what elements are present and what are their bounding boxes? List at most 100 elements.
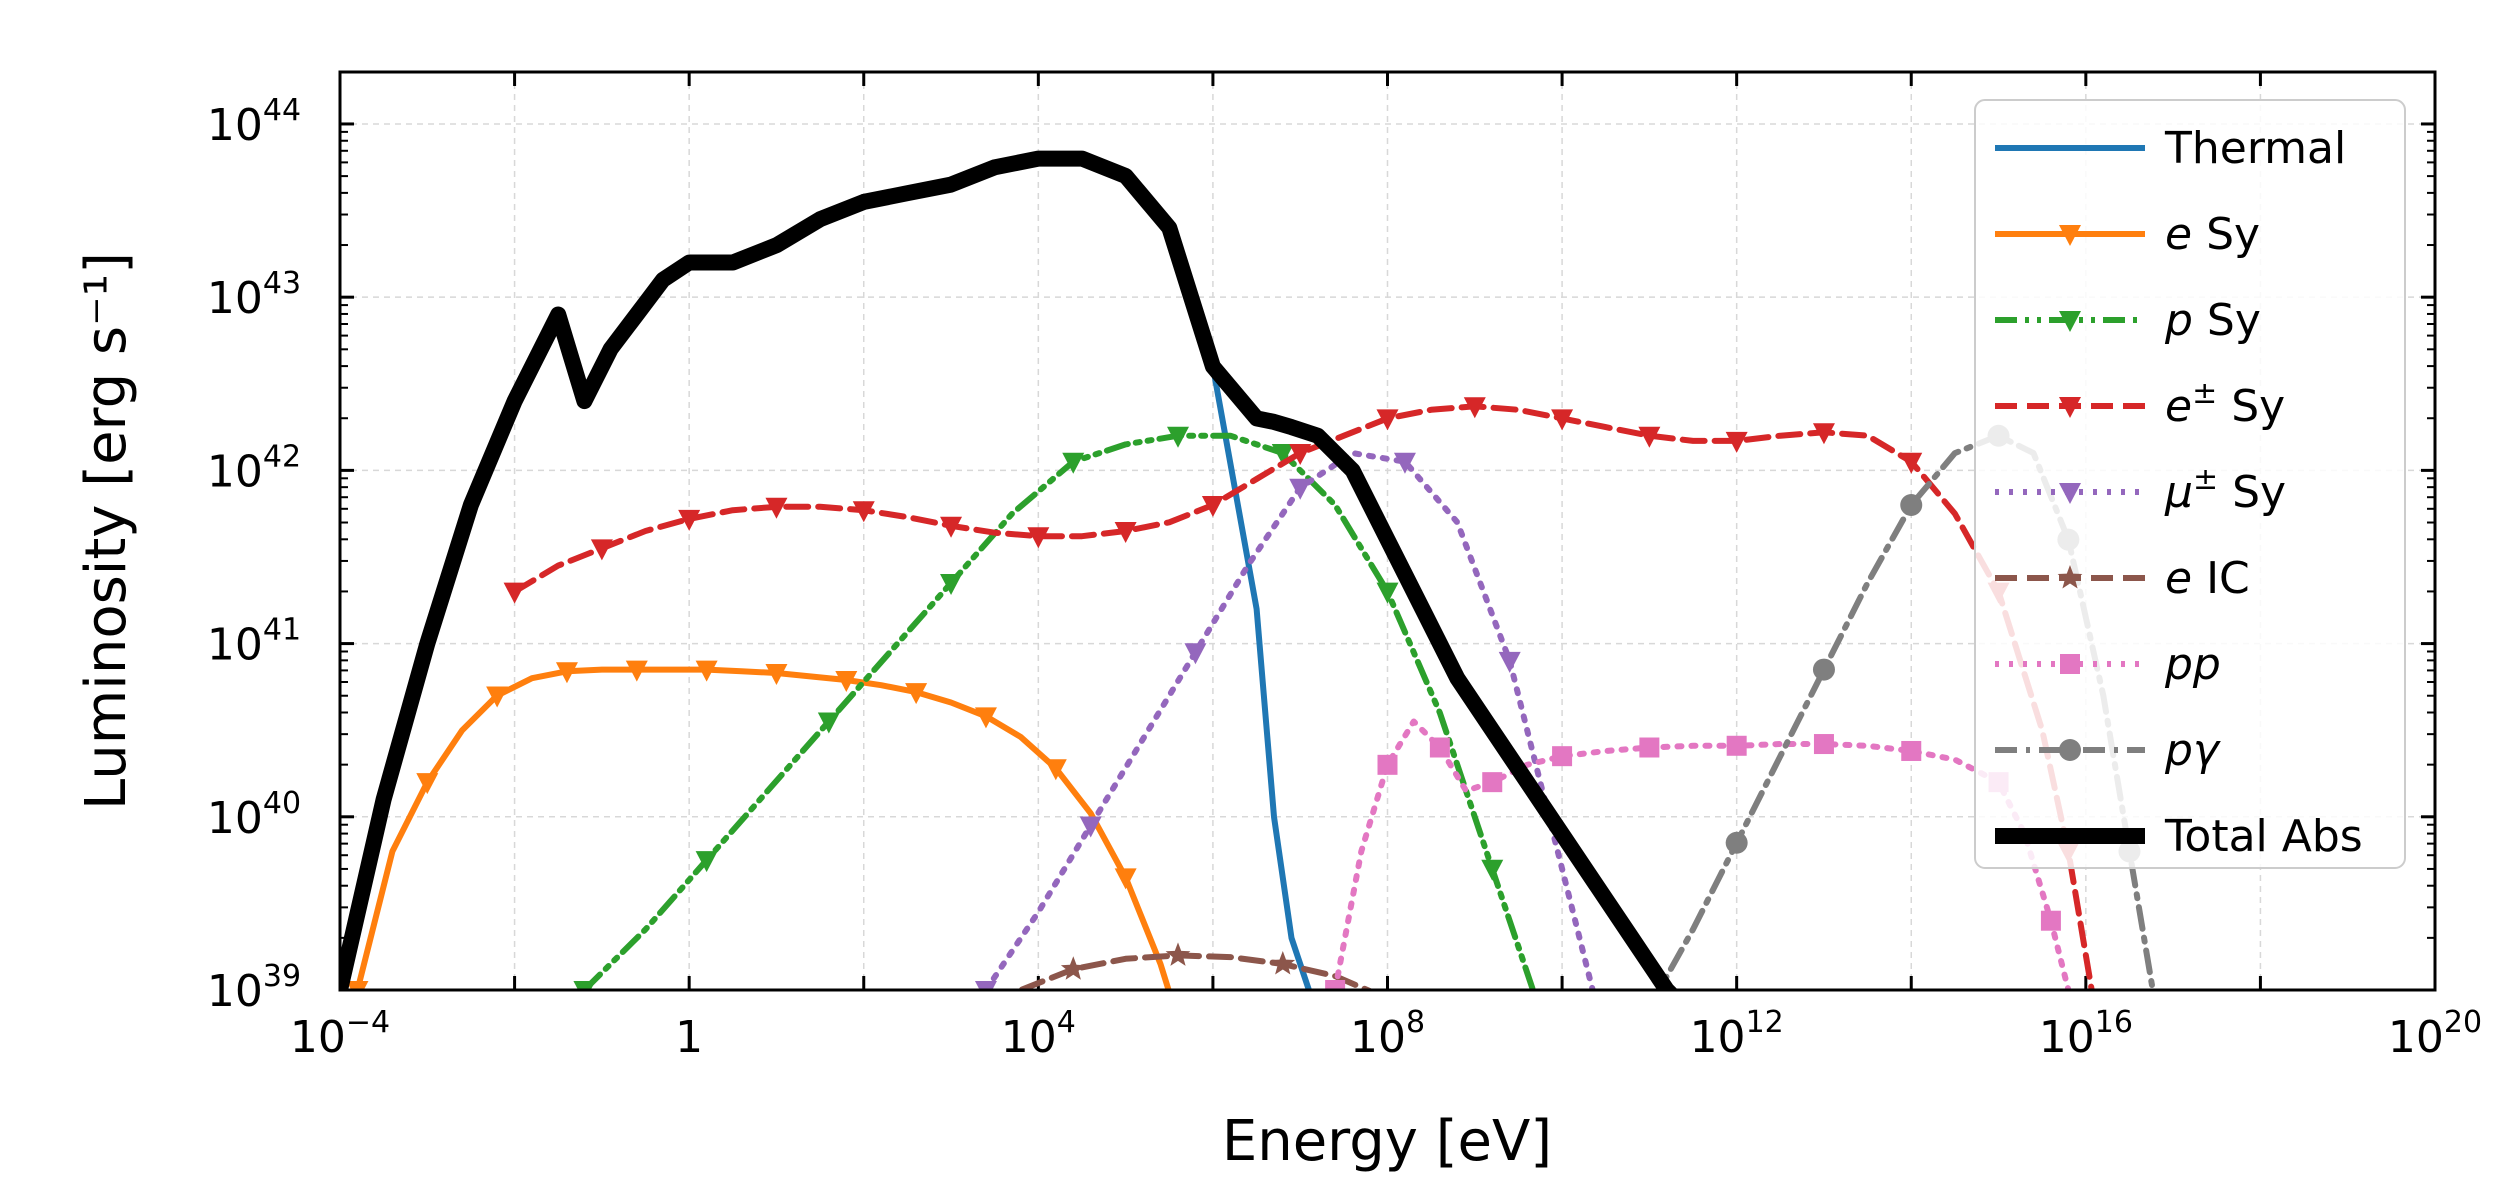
data-point: [2040, 910, 2061, 931]
data-point: [1812, 423, 1835, 445]
data-point: [1027, 527, 1050, 549]
data-point: [1481, 859, 1504, 881]
data-point: [503, 582, 526, 604]
series-5-e-ic: [1015, 942, 1375, 990]
data-point: [1393, 452, 1416, 474]
data-point: [1376, 409, 1399, 431]
data-point: [1726, 735, 1747, 756]
x-tick-label: 1016: [2039, 1005, 2133, 1063]
data-point: [765, 664, 788, 686]
data-point: [905, 683, 928, 705]
legend-marker: [2059, 739, 2081, 761]
data-point: [1114, 522, 1137, 543]
data-point: [1289, 478, 1312, 500]
x-tick-label: 108: [1350, 1005, 1425, 1063]
data-point: [1551, 409, 1574, 431]
y-tick-label: 1040: [207, 786, 301, 844]
series-line: [581, 432, 1537, 990]
data-point: [590, 539, 613, 561]
legend: Thermal e Sy p Sy e± Sy μ± Sy e IC pp pγ Total A…: [1974, 99, 2406, 869]
y-tick-label: 1043: [207, 266, 301, 324]
data-point: [625, 660, 648, 682]
data-point: [1114, 868, 1137, 890]
data-point: [1900, 452, 1923, 474]
data-point: [1184, 643, 1207, 665]
data-point: [416, 773, 439, 795]
data-point: [1325, 980, 1346, 990]
series-group: [340, 150, 2156, 990]
data-point: [1552, 746, 1573, 767]
series-8-total-abs: [340, 150, 1679, 990]
data-point: [940, 516, 963, 538]
data-point: [1429, 737, 1450, 758]
data-point: [1079, 816, 1102, 838]
legend-label: Thermal: [2164, 123, 2346, 174]
legend-label: e IC: [2165, 553, 2250, 604]
data-point: [1498, 651, 1521, 673]
y-axis-label: Luminosity [erg s⁻¹]: [74, 252, 139, 810]
tick-labels: 10−4 1 104 108 1012 1016 1020 1039 1040 1041 1042 1…: [207, 93, 2482, 1063]
data-point: [1812, 658, 1835, 681]
data-point: [1900, 494, 1923, 517]
series-line: [511, 403, 2095, 990]
data-point: [1289, 444, 1312, 466]
legend-marker: [2059, 311, 2081, 332]
data-point: [974, 981, 997, 990]
data-point: [1377, 754, 1398, 775]
legend-label: μ± Sy: [2164, 462, 2286, 518]
x-tick-label: 1012: [1690, 1005, 1784, 1063]
y-tick-label: 1039: [207, 959, 301, 1017]
legend-marker: [2059, 397, 2081, 418]
data-point: [695, 851, 718, 873]
data-point: [1201, 496, 1224, 518]
series-2-p-sy: [573, 426, 1537, 990]
series-4--sy: [974, 450, 1596, 990]
legend-marker: [2059, 483, 2081, 504]
data-point: [1062, 452, 1085, 474]
data-point: [1725, 431, 1748, 453]
data-point: [1639, 737, 1660, 758]
data-point: [1901, 740, 1922, 761]
data-point: [1376, 582, 1399, 604]
data-point: [835, 670, 858, 692]
plot-frame: [338, 70, 2437, 992]
data-point: [765, 497, 788, 519]
x-tick-label: 1020: [2388, 1005, 2482, 1063]
data-point: [852, 501, 875, 523]
data-point: [1638, 426, 1661, 448]
y-tick-label: 1044: [207, 93, 301, 151]
series-line: [340, 150, 1679, 990]
legend-marker: [2059, 225, 2081, 246]
legend-label: e± Sy: [2165, 376, 2285, 432]
x-axis-label: Energy [eV]: [1222, 1109, 1552, 1174]
data-point: [974, 707, 997, 729]
data-point: [486, 686, 509, 708]
data-point: [1167, 426, 1189, 448]
data-point: [1463, 397, 1486, 419]
legend-box: [1974, 99, 2406, 869]
legend-label: pp: [2164, 639, 2221, 690]
x-tick-label: 1: [675, 1012, 703, 1063]
data-point: [678, 509, 701, 531]
data-point: [555, 662, 578, 684]
series-1-e-sy: [346, 660, 1172, 990]
data-point: [817, 712, 840, 734]
y-tick-label: 1041: [207, 613, 301, 671]
data-point: [940, 573, 963, 595]
data-point: [1270, 951, 1296, 975]
legend-marker: [2057, 565, 2083, 589]
legend-label: pγ: [2164, 725, 2221, 776]
data-point: [695, 660, 718, 682]
legend-marker: [2060, 654, 2080, 674]
x-tick-label: 10−4: [290, 1005, 390, 1063]
data-point: [1482, 772, 1503, 793]
data-point: [573, 981, 596, 990]
x-tick-label: 104: [1001, 1005, 1076, 1063]
legend-label: Total Abs: [2164, 811, 2363, 862]
data-point: [1060, 956, 1086, 980]
data-point: [1813, 734, 1834, 755]
data-point: [1044, 759, 1067, 781]
legend-label: p Sy: [2164, 295, 2261, 346]
legend-label: e Sy: [2165, 209, 2260, 260]
